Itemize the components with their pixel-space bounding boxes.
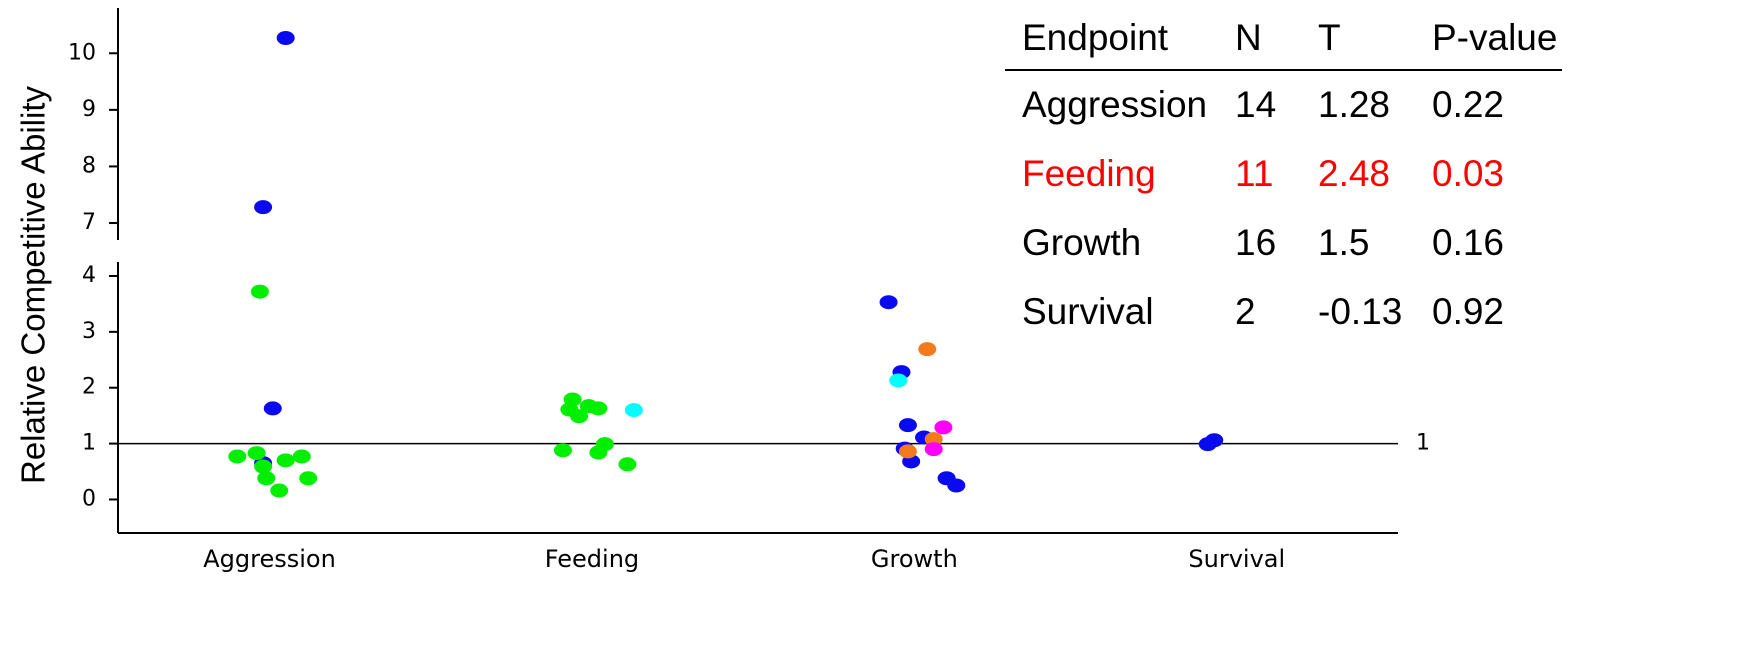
point [553,443,572,458]
table-cell: Feeding [1022,153,1156,194]
point [276,30,295,45]
point [589,401,608,416]
table-cell: 1.5 [1318,222,1369,263]
y-tick-label: 7 [82,210,96,235]
point [1205,433,1224,448]
point [889,373,908,388]
x-tick-label: Survival [1188,545,1285,573]
y-tick-label: 0 [82,486,96,511]
point [879,295,898,310]
reference-label: 1 [1416,431,1430,456]
table-cell: 11 [1235,153,1273,194]
point [947,478,966,493]
y-tick-label: 3 [82,319,96,344]
y-tick-label: 8 [82,153,96,178]
table-cell: 0.92 [1432,291,1504,332]
point [570,409,589,424]
table-cell: 0.22 [1432,84,1504,125]
point [898,418,917,433]
x-tick-label: Growth [871,545,958,573]
y-tick-label: 1 [82,431,96,456]
table-cell: 2 [1235,291,1256,332]
point [934,420,953,435]
point [276,453,295,468]
y-tick-label: 4 [82,263,96,288]
table-cell: 14 [1235,84,1276,125]
point [292,449,311,464]
y-tick-label: 10 [68,40,96,65]
table-header: T [1318,17,1341,58]
point [254,459,273,474]
table-cell: 2.48 [1318,153,1390,194]
point [263,401,282,416]
point [250,284,269,299]
point [918,342,937,357]
table-cell: -0.13 [1318,291,1402,332]
point [924,432,943,447]
table-cell: Growth [1022,222,1141,263]
point [595,437,614,452]
table-cell: Survival [1022,291,1154,332]
x-tick-label: Aggression [203,545,336,573]
point [299,471,318,486]
point [898,444,917,459]
y-axis-label: Relative Competitive Ability [15,86,52,484]
point [924,442,943,457]
point [228,449,247,464]
point [618,457,637,472]
table-cell: 1.28 [1318,84,1390,125]
point [270,483,289,498]
x-tick-label: Feeding [545,545,639,573]
point [624,403,643,418]
y-tick-label: 2 [82,375,96,400]
table-cell: Aggression [1022,84,1207,125]
point [254,200,273,215]
table-header: N [1235,17,1262,58]
point [257,471,276,486]
table-header: P-value [1432,17,1557,58]
y-tick-label: 9 [82,97,96,122]
table-cell: 16 [1235,222,1276,263]
point [247,446,266,461]
table-cell: 0.03 [1432,153,1504,194]
table-header: Endpoint [1022,17,1169,58]
table-cell: 0.16 [1432,222,1504,263]
